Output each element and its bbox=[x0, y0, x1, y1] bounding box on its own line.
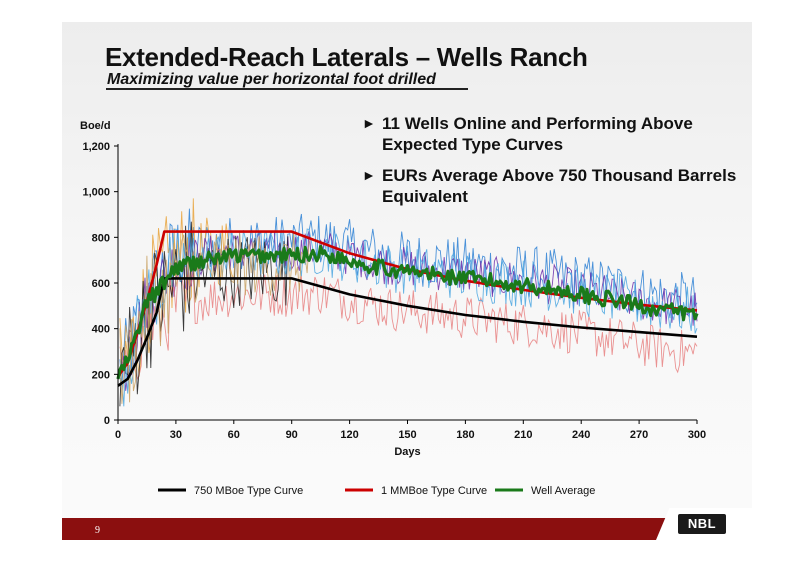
chart-legend: 750 MBoe Type Curve 1 MMBoe Type Curve Wel… bbox=[158, 485, 595, 497]
y-tick-label: 200 bbox=[92, 369, 110, 381]
y-tick-label: 400 bbox=[92, 324, 110, 336]
bullet-text: EURs Average Above 750 Thousand Barrels … bbox=[382, 166, 737, 206]
legend-label-0: 750 MBoe Type Curve bbox=[194, 485, 303, 497]
bullet-item: ► 11 Wells Online and Performing Above E… bbox=[362, 113, 742, 155]
bullet-list: ► 11 Wells Online and Performing Above E… bbox=[362, 113, 742, 217]
type-curves bbox=[116, 230, 699, 387]
x-tick-label: 120 bbox=[340, 429, 358, 441]
x-tick-label: 0 bbox=[115, 429, 121, 441]
well-trace-3 bbox=[119, 273, 698, 381]
nbl-logo: NBL bbox=[678, 514, 726, 534]
series-line-2 bbox=[116, 244, 699, 380]
x-tick-label: 210 bbox=[514, 429, 532, 441]
x-tick-label: 300 bbox=[688, 429, 706, 441]
x-tick-label: 90 bbox=[286, 429, 298, 441]
legend-label-2: Well Average bbox=[531, 485, 595, 497]
series-line-0 bbox=[117, 277, 698, 387]
y-tick-label: 1,000 bbox=[82, 187, 110, 199]
bullet-arrow-icon: ► bbox=[362, 167, 376, 183]
slide-title: Extended-Reach Laterals – Wells Ranch bbox=[105, 42, 588, 72]
x-tick-label: 30 bbox=[170, 429, 182, 441]
y-tick-label: 1,200 bbox=[82, 141, 110, 153]
x-tick-label: 60 bbox=[228, 429, 240, 441]
y-tick-label: 0 bbox=[104, 415, 110, 427]
page-number: 9 bbox=[95, 525, 100, 536]
y-tick-label: 800 bbox=[92, 232, 110, 244]
subtitle-underline bbox=[106, 88, 468, 90]
bullet-item: ► EURs Average Above 750 Thousand Barrel… bbox=[362, 165, 742, 207]
x-tick-label: 270 bbox=[630, 429, 648, 441]
x-tick-label: 180 bbox=[456, 429, 474, 441]
y-axis-label: Boe/d bbox=[80, 120, 111, 132]
y-tick-label: 600 bbox=[92, 278, 110, 290]
bullet-arrow-icon: ► bbox=[362, 115, 376, 131]
x-axis-label: Days bbox=[394, 446, 420, 458]
bullet-text: 11 Wells Online and Performing Above Exp… bbox=[382, 114, 693, 154]
chart-axes: 0 30 60 90 120 150 180 210 240 270 300 0 200 400 600 80… bbox=[80, 120, 706, 458]
x-tick-label: 240 bbox=[572, 429, 590, 441]
slide-subtitle: Maximizing value per horizontal foot dri… bbox=[107, 71, 436, 88]
legend-label-1: 1 MMBoe Type Curve bbox=[381, 485, 487, 497]
x-tick-label: 150 bbox=[398, 429, 416, 441]
footer-bar bbox=[62, 518, 752, 540]
